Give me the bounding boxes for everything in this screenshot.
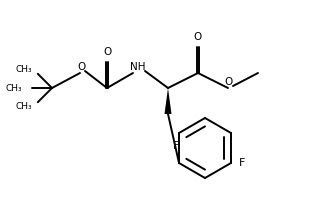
Text: O: O	[225, 77, 233, 87]
Text: CH₃: CH₃	[5, 84, 22, 92]
Text: O: O	[103, 47, 111, 57]
Text: CH₃: CH₃	[16, 65, 32, 74]
Text: F: F	[239, 158, 245, 168]
Text: O: O	[77, 62, 85, 72]
Polygon shape	[165, 88, 172, 114]
Text: F: F	[173, 141, 179, 151]
Text: NH: NH	[130, 62, 146, 72]
Text: CH₃: CH₃	[16, 102, 32, 111]
Text: O: O	[194, 32, 202, 42]
